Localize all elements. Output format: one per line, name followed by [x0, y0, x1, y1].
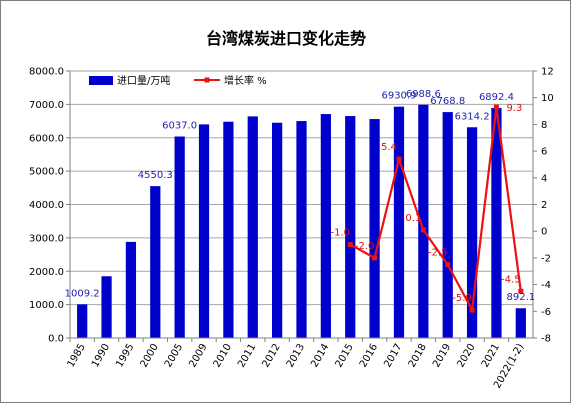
bar — [345, 116, 356, 339]
bar — [393, 106, 405, 338]
right-tick-label: 8 — [541, 120, 547, 131]
bar-series — [77, 104, 526, 339]
bar — [466, 127, 478, 338]
left-tick-label: 2000.0 — [29, 267, 64, 278]
x-tick-label: 2010 — [212, 342, 234, 370]
bar — [150, 186, 161, 338]
x-tick-label: 2019 — [431, 342, 453, 370]
bar — [418, 104, 429, 338]
bar-value-label: 4550.3 — [138, 170, 173, 181]
bar — [442, 112, 453, 338]
x-tick-label: 2000 — [139, 342, 161, 370]
right-tick-label: 6 — [541, 147, 547, 158]
x-tick-label: 2021 — [480, 342, 502, 370]
right-tick-label: -4 — [541, 280, 551, 291]
legend-swatch-rate-marker — [204, 77, 210, 83]
x-tick-label: 2015 — [334, 342, 356, 370]
bar-value-label: 6037.0 — [162, 121, 197, 132]
left-tick-label: 4000.0 — [29, 200, 64, 211]
growth-rate-label: -4.5 — [501, 274, 521, 285]
left-tick-label: 1000.0 — [29, 300, 64, 311]
right-tick-label: -6 — [541, 307, 551, 318]
x-tick-label: 2005 — [163, 342, 185, 370]
right-tick-label: 0 — [541, 227, 547, 238]
bar — [491, 107, 502, 338]
left-tick-label: 5000.0 — [29, 167, 64, 178]
bar — [174, 136, 185, 338]
x-tick-label: 2017 — [382, 342, 404, 370]
bar-value-label: 892.1 — [506, 292, 535, 303]
legend-label-rate: 增长率 % — [224, 74, 267, 87]
growth-rate-label: -2.5 — [428, 248, 448, 259]
left-tick-label: 6000.0 — [29, 133, 64, 144]
bar — [515, 308, 526, 338]
bar-value-label: 6768.8 — [430, 96, 465, 107]
growth-rate-label: -1.0 — [330, 228, 350, 239]
right-tick-label: 12 — [541, 67, 554, 78]
bar-value-label: 6988.6 — [406, 89, 441, 100]
bar — [198, 124, 210, 339]
x-tick-label: 1985 — [66, 342, 88, 370]
x-tick-label: 2018 — [407, 342, 429, 370]
x-tick-label: 2020 — [455, 342, 477, 370]
bar-value-label: 6930.9 — [381, 91, 416, 102]
left-tick-label: 8000.0 — [29, 67, 64, 78]
left-tick-label: 7000.0 — [29, 100, 64, 111]
bar — [125, 241, 137, 338]
x-tick-label: 2016 — [358, 342, 380, 370]
growth-rate-marker — [372, 255, 378, 261]
growth-rate-label: 0.1 — [405, 213, 421, 224]
chart-title: 台湾煤炭进口变化走势 — [206, 29, 366, 48]
bar-value-label: 6314.2 — [455, 111, 490, 122]
x-tick-label: 2014 — [309, 342, 331, 370]
growth-rate-line — [349, 106, 522, 314]
bar — [101, 276, 112, 338]
right-tick-label: -2 — [541, 253, 551, 264]
growth-rate-marker — [518, 288, 524, 294]
axes: 0.0 1000.0 2000.0 3000.0 4000.0 5000.0 6000.0 7… — [29, 67, 554, 391]
left-tick-label: 3000.0 — [29, 233, 64, 244]
legend-label-import: 进口量/万吨 — [117, 74, 170, 87]
growth-rate-marker — [469, 307, 475, 313]
bar — [296, 121, 307, 338]
bar — [247, 116, 258, 338]
bar — [369, 119, 380, 338]
x-tick-label: 2011 — [236, 342, 258, 370]
x-tick-label: 1995 — [114, 342, 136, 370]
bar — [272, 122, 283, 338]
bar — [320, 114, 331, 339]
growth-rate-marker — [445, 262, 451, 268]
right-tick-label: 4 — [541, 173, 547, 184]
bar — [223, 121, 234, 338]
legend: 进口量/万吨 增长率 % — [89, 74, 267, 87]
growth-rate-marker — [396, 156, 402, 162]
x-tick-label: 2012 — [260, 342, 282, 370]
growth-rate-marker — [420, 227, 426, 233]
x-tick-label: 1990 — [90, 342, 112, 370]
growth-rate-label: -2.0 — [355, 241, 375, 252]
growth-rate-label: 5.4 — [381, 142, 397, 153]
bar-value-label: 6892.4 — [479, 92, 514, 103]
right-tick-label: 2 — [541, 200, 547, 211]
growth-rate-marker — [493, 104, 499, 110]
growth-rate-label: -5.9 — [452, 293, 472, 304]
x-tick-label: 2009 — [187, 342, 209, 370]
x-tick-label: 2013 — [285, 342, 307, 370]
legend-swatch-import — [89, 76, 113, 85]
bar — [77, 304, 88, 338]
growth-rate-label: 9.3 — [506, 103, 522, 114]
growth-rate-series — [347, 104, 524, 314]
bar-value-label: 1009.2 — [65, 288, 100, 299]
right-tick-label: -8 — [541, 334, 551, 345]
growth-rate-marker — [347, 242, 353, 248]
right-tick-label: 10 — [541, 93, 554, 104]
left-tick-label: 0.0 — [48, 334, 64, 345]
